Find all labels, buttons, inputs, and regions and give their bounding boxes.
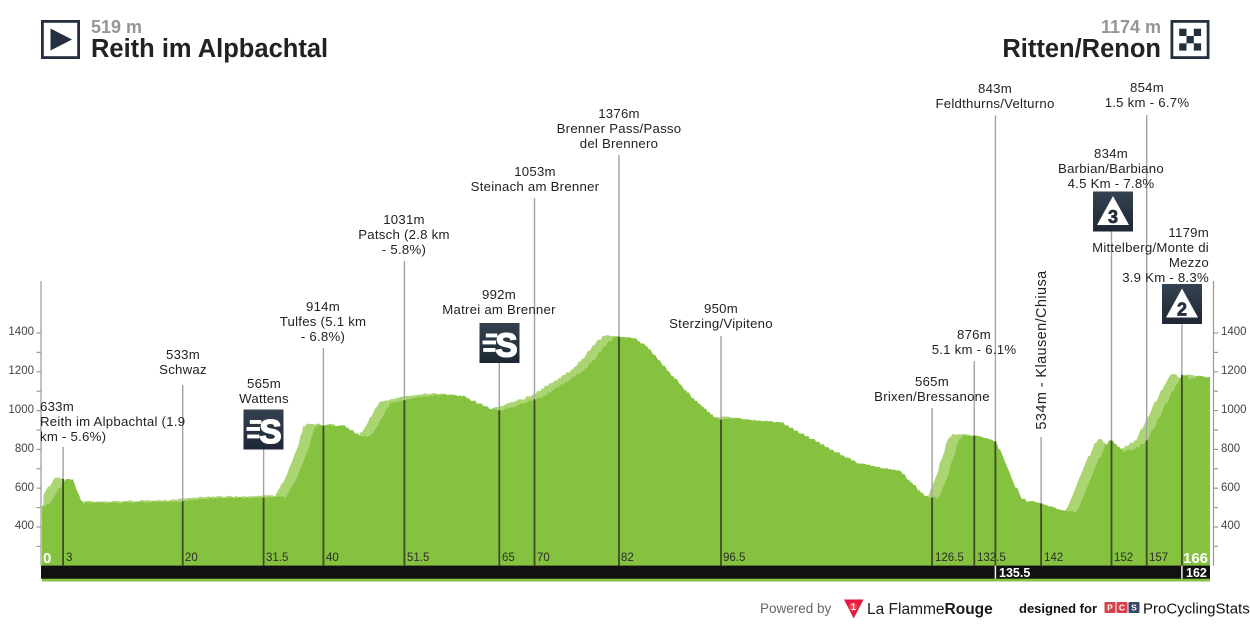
svg-text:3: 3 [1108, 207, 1118, 227]
svg-text:S: S [495, 327, 517, 364]
svg-text:Powered by: Powered by [760, 601, 832, 616]
svg-text:C: C [1119, 603, 1125, 613]
svg-text:S: S [259, 413, 281, 450]
svg-text:designed for: designed for [1019, 601, 1097, 616]
svg-text:2: 2 [1177, 300, 1187, 320]
svg-text:ProCyclingStats: ProCyclingStats [1143, 601, 1250, 618]
svg-text:S: S [1131, 603, 1137, 613]
svg-text:1: 1 [851, 602, 857, 613]
svg-text:P: P [1107, 603, 1113, 613]
svg-text:La FlammeRouge: La FlammeRouge [867, 601, 993, 618]
